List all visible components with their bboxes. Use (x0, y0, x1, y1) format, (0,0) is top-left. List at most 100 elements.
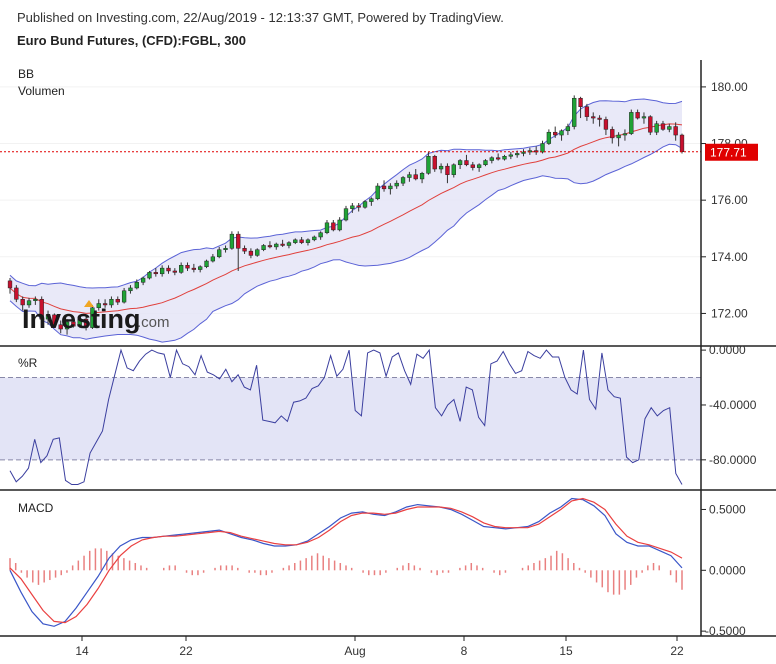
candle (121, 287, 127, 304)
williams-r-tick-label: -80.0000 (709, 453, 757, 467)
candle (153, 268, 158, 277)
candle-body (438, 165, 444, 170)
candle-body (39, 299, 44, 320)
candle (204, 259, 209, 269)
candle-body (305, 239, 311, 243)
published-info: Published on Investing.com, 22/Aug/2019 … (17, 10, 504, 25)
candle-body (616, 134, 621, 139)
candle (299, 236, 304, 245)
candle (14, 285, 19, 303)
candle (26, 297, 32, 308)
candle-body (356, 205, 361, 208)
candle (660, 120, 666, 131)
candle (64, 319, 70, 335)
candle (217, 246, 222, 259)
candle (667, 123, 672, 133)
candlestick-series (7, 95, 685, 335)
x-tick-label: 15 (559, 644, 573, 658)
x-tick-label: 14 (75, 644, 89, 658)
candle (58, 320, 63, 334)
candle (400, 176, 406, 187)
candle-body (286, 242, 292, 246)
candle (185, 262, 190, 271)
candle (242, 245, 247, 254)
candle (280, 239, 285, 247)
candle-body (654, 123, 659, 133)
candle-body (515, 153, 520, 156)
candle (90, 304, 95, 330)
legend-macd: MACD (18, 501, 54, 515)
x-tick-label: 22 (670, 644, 684, 658)
candle (603, 116, 609, 136)
candle-body (261, 245, 266, 250)
candle (248, 248, 254, 259)
candle (134, 279, 139, 290)
candle (464, 154, 469, 167)
candle (343, 205, 349, 222)
candle-body (394, 182, 399, 187)
candle-body (14, 287, 19, 300)
candle (337, 217, 342, 232)
candle (71, 316, 76, 328)
macd-signal-line (9, 497, 683, 624)
candle-body (622, 133, 628, 136)
candle-body (185, 265, 190, 269)
macd-y-axis: 0.5000 0.0000 -0.5000 (701, 502, 746, 638)
candle-body (324, 222, 330, 233)
williams-r-tick-label: -40.0000 (709, 398, 757, 412)
candle-body (204, 260, 209, 267)
candle-body (660, 123, 666, 130)
instrument-title: Euro Bund Futures, (CFD):FGBL, 300 (17, 33, 246, 48)
candle (223, 245, 228, 253)
price-tick-label: 172.00 (711, 306, 748, 320)
candle (426, 152, 431, 175)
candle (565, 123, 571, 136)
candle (419, 171, 425, 184)
logo-brand: Investing (22, 304, 141, 334)
candle (584, 103, 590, 121)
candle (261, 244, 266, 252)
candle (52, 313, 57, 328)
candle (324, 219, 330, 235)
investing-logo: Investing .com (22, 300, 170, 334)
candle (381, 180, 387, 192)
candle-body (572, 97, 577, 127)
candle-body (64, 321, 70, 330)
candle (648, 115, 653, 136)
candle (553, 126, 558, 138)
candle-body (191, 267, 197, 270)
macd-panel[interactable]: 0.5000 0.0000 -0.5000 MACD (9, 497, 746, 639)
williams-r-y-axis: 0.0000 -40.0000 -80.0000 (701, 343, 757, 467)
candle-body (52, 314, 57, 326)
candle-body (331, 222, 336, 231)
candle-body (7, 280, 13, 289)
candle-body (565, 126, 571, 132)
candle-body (495, 157, 501, 160)
candle-body (109, 299, 114, 306)
candle-body (603, 119, 609, 130)
candle (369, 197, 374, 206)
candle (45, 310, 51, 325)
candle (375, 183, 380, 201)
candle (172, 268, 177, 276)
candle (591, 112, 596, 124)
candle (407, 171, 412, 182)
candle-body (102, 303, 108, 306)
candle-body (134, 282, 139, 289)
candle (140, 276, 146, 286)
candle-body (179, 265, 184, 273)
candle (388, 183, 393, 195)
candle-body (413, 174, 418, 180)
candle-body (597, 117, 602, 120)
candle-body (451, 164, 456, 175)
candle (356, 203, 361, 212)
candle (293, 238, 298, 245)
candle-body (400, 177, 406, 184)
williams-r-panel[interactable]: 0.0000 -40.0000 -80.0000 %R (0, 343, 757, 485)
candle-body (489, 157, 494, 161)
williams-r-band (0, 377, 701, 460)
candle (147, 270, 152, 280)
